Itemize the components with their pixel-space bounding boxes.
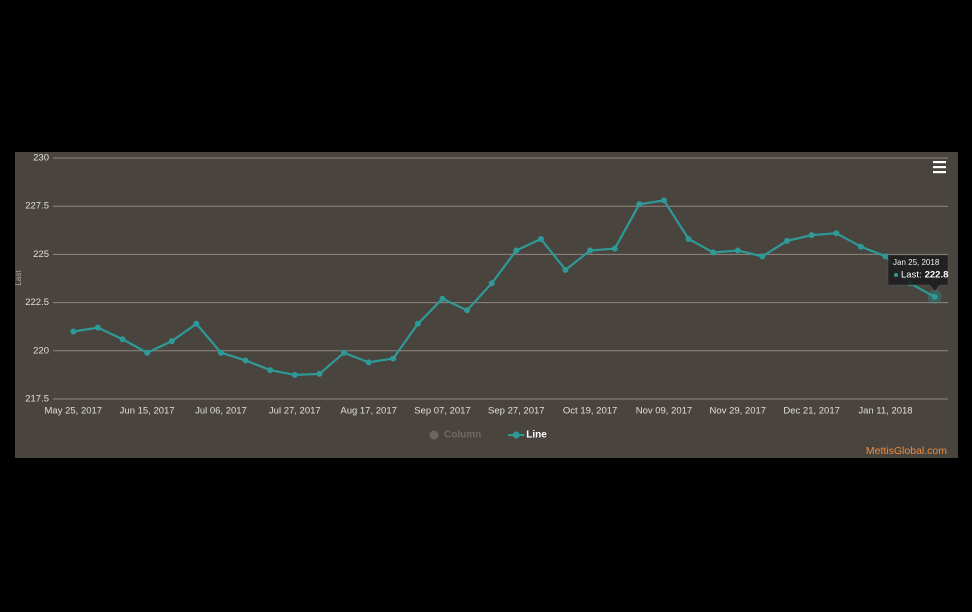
point	[144, 349, 151, 356]
chart-panel	[15, 152, 958, 458]
point	[291, 371, 298, 378]
point	[70, 328, 77, 335]
line	[73, 199, 936, 377]
tooltip: Jan 25, 2018 Last: 222.8	[887, 254, 949, 292]
point	[931, 293, 938, 300]
point	[710, 249, 717, 256]
legend-item[interactable]: Column	[429, 430, 482, 441]
tooltip-value: 222.8	[925, 270, 949, 281]
point	[833, 230, 840, 237]
point	[488, 280, 495, 287]
point	[513, 247, 520, 254]
x-tick-label: Oct 19, 2017	[563, 406, 617, 417]
point	[882, 253, 889, 260]
point	[808, 232, 815, 239]
y-tick-label: 225	[33, 249, 49, 260]
hover-halo	[927, 289, 942, 304]
legend-marker	[429, 430, 439, 440]
x-tick-label: Dec 21, 2017	[783, 406, 840, 417]
x-tick-label: Jun 15, 2017	[120, 406, 175, 417]
point	[439, 295, 446, 302]
y-tick-label: 230	[33, 153, 49, 164]
credit[interactable]: MettisGlobal.com	[866, 445, 947, 457]
point	[242, 357, 249, 364]
point	[562, 266, 569, 273]
x-tick-label: Jan 11, 2018	[858, 406, 912, 417]
x-tick-label: Jul 06, 2017	[195, 406, 247, 417]
point	[587, 247, 594, 254]
point	[464, 307, 471, 314]
point	[119, 336, 126, 343]
y-tick-label: 227.5	[25, 201, 49, 212]
point	[759, 253, 766, 260]
tooltip-label: Last:	[901, 270, 922, 281]
point	[365, 359, 372, 366]
y-tick-label: 220	[33, 345, 49, 356]
point	[94, 324, 101, 331]
x-tick-label: Aug 17, 2017	[340, 406, 397, 417]
point	[168, 338, 175, 345]
x-tick-label: Nov 29, 2017	[710, 406, 767, 417]
x-tick-label: Sep 07, 2017	[414, 406, 471, 417]
y-axis-title: Last	[14, 270, 23, 286]
point	[193, 320, 200, 327]
point	[341, 349, 348, 356]
tooltip-box	[887, 254, 949, 292]
legend-label: Line	[526, 430, 547, 441]
point	[734, 247, 741, 254]
x-tick-label: May 25, 2017	[45, 406, 103, 417]
point	[217, 349, 224, 356]
y-tick-label: 222.5	[25, 297, 49, 308]
point	[784, 237, 791, 244]
point	[316, 370, 323, 377]
point	[636, 201, 643, 208]
tooltip-date: Jan 25, 2018	[893, 258, 940, 267]
menu-button[interactable]	[928, 157, 950, 177]
legend-item[interactable]: Line	[508, 430, 547, 441]
point	[660, 197, 667, 204]
x-tick-label: Nov 09, 2017	[636, 406, 693, 417]
point	[390, 355, 397, 362]
x-tick-label: Jul 27, 2017	[269, 406, 321, 417]
tooltip-marker	[894, 273, 898, 277]
point	[414, 320, 421, 327]
point	[537, 235, 544, 242]
point	[685, 235, 692, 242]
y-tick-label: 217.5	[25, 394, 49, 405]
x-tick-label: Sep 27, 2017	[488, 406, 545, 417]
point	[611, 245, 618, 252]
legend-marker	[512, 431, 520, 439]
point	[857, 243, 864, 250]
point	[267, 367, 274, 374]
legend-label: Column	[444, 430, 481, 441]
